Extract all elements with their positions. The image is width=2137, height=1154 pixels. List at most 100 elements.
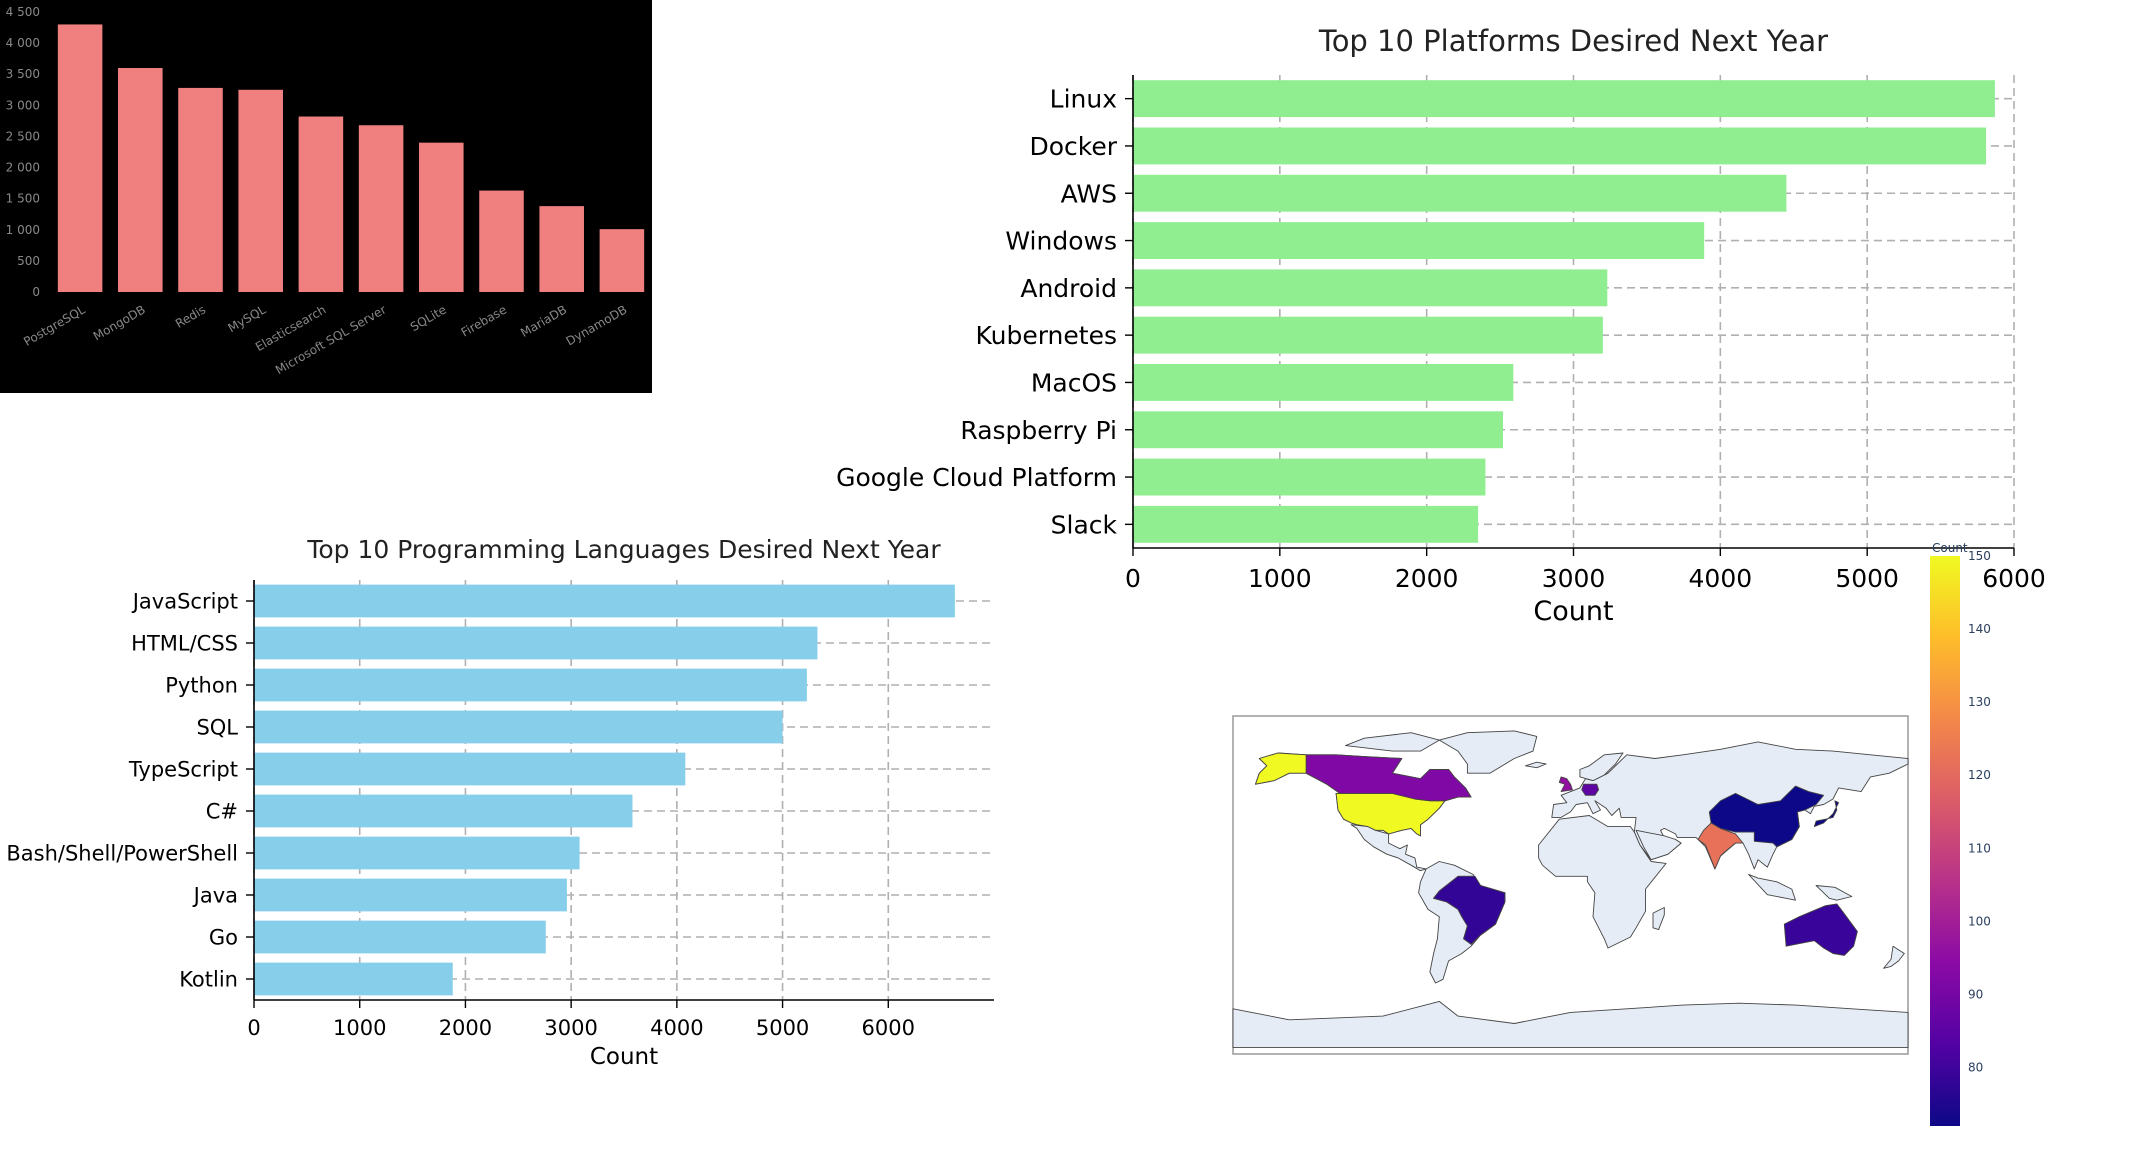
x-axis-label: Count bbox=[1533, 596, 1613, 627]
bar-firebase bbox=[479, 190, 524, 292]
bar-mariadb bbox=[539, 206, 584, 292]
y-tick-label: Windows bbox=[1005, 227, 1117, 256]
bar-macos bbox=[1133, 364, 1514, 401]
bar-elasticsearch bbox=[298, 116, 344, 293]
country-iceland bbox=[1525, 761, 1547, 769]
chart-title: Top 10 Programming Languages Desired Nex… bbox=[306, 535, 941, 564]
country-india bbox=[1697, 822, 1744, 870]
bar-sql bbox=[254, 710, 783, 744]
y-tick-label: Go bbox=[209, 926, 238, 950]
y-tick-label: 500 bbox=[17, 254, 40, 268]
y-tick-label: Kubernetes bbox=[975, 321, 1117, 350]
bar-windows bbox=[1133, 222, 1705, 259]
y-tick-label: 3 000 bbox=[6, 98, 40, 112]
bar-sqlite bbox=[419, 142, 464, 292]
y-tick-label: 1 500 bbox=[6, 192, 40, 206]
country-brazil bbox=[1433, 875, 1506, 945]
bar-python bbox=[254, 668, 807, 702]
y-tick-label: Slack bbox=[1051, 510, 1118, 539]
x-tick-label: 0 bbox=[247, 1016, 260, 1040]
country-germany bbox=[1581, 783, 1600, 796]
y-tick-label: 4 000 bbox=[6, 36, 40, 50]
country-japan bbox=[1813, 800, 1840, 828]
y-tick-label: Bash/Shell/PowerShell bbox=[6, 842, 238, 866]
bar-kubernetes bbox=[1133, 316, 1603, 354]
bar-javascript bbox=[254, 584, 955, 618]
country-new-guinea bbox=[1815, 885, 1853, 901]
bar-typescript bbox=[254, 752, 686, 786]
country-arabia bbox=[1635, 829, 1682, 861]
x-tick-label: 3000 bbox=[1542, 564, 1606, 593]
bar-java bbox=[254, 878, 567, 912]
colorbar-tick-label: 130 bbox=[1968, 695, 1991, 709]
x-tick-label: 6000 bbox=[1982, 564, 2046, 593]
y-tick-label: Docker bbox=[1029, 132, 1117, 161]
x-tick-label: 1000 bbox=[1248, 564, 1312, 593]
colorbar-tick-label: 100 bbox=[1968, 914, 1991, 928]
y-tick-label: 1 000 bbox=[6, 223, 40, 237]
y-tick-label: MacOS bbox=[1031, 368, 1117, 397]
x-tick-label: 4000 bbox=[650, 1016, 703, 1040]
y-tick-label: JavaScript bbox=[131, 590, 238, 614]
y-tick-label: Java bbox=[192, 884, 238, 908]
colorbar-tick-label: 90 bbox=[1968, 987, 1983, 1001]
y-tick-label: 2 000 bbox=[6, 161, 40, 175]
y-tick-label: AWS bbox=[1061, 179, 1117, 208]
colorbar-tick-label: 110 bbox=[1968, 841, 1991, 855]
colorbar-bar bbox=[1930, 556, 1960, 1126]
x-tick-label: 0 bbox=[1125, 564, 1141, 593]
y-tick-label: 3 500 bbox=[6, 67, 40, 81]
country-china bbox=[1708, 785, 1825, 848]
bar-linux bbox=[1133, 80, 1995, 118]
y-tick-label: HTML/CSS bbox=[131, 632, 238, 656]
x-tick-label: 4000 bbox=[1689, 564, 1753, 593]
x-tick-label: 1000 bbox=[333, 1016, 386, 1040]
languages-chart: JavaScript HTML/CSS Python SQL TypeScript C# B… bbox=[6, 535, 994, 1070]
country-arctic-islands bbox=[1345, 732, 1440, 752]
x-tick-label: 5000 bbox=[1835, 564, 1899, 593]
bar-google-cloud-platform bbox=[1133, 458, 1486, 496]
country-indonesia bbox=[1748, 873, 1796, 901]
platforms-chart: Linux Docker AWS Windows Android Kubernetes Ma… bbox=[836, 24, 2046, 627]
country-madagascar bbox=[1652, 907, 1665, 931]
bar-aws bbox=[1133, 174, 1787, 212]
bar-mongodb bbox=[118, 68, 163, 292]
y-tick-label: Raspberry Pi bbox=[960, 416, 1117, 445]
y-tick-label: 4 500 bbox=[6, 5, 40, 19]
y-tick-label: C# bbox=[206, 800, 238, 824]
bar-dynamodb bbox=[599, 229, 645, 292]
bar-bash-shell-powershell bbox=[254, 836, 580, 870]
y-tick-label: 0 bbox=[32, 285, 40, 299]
databases-chart: 0 500 1 000 1 500 2 000 2 500 3 000 3 500 4 000 4… bbox=[0, 0, 652, 393]
bar-redis bbox=[178, 87, 223, 293]
colorbar-tick-label: 120 bbox=[1968, 768, 1991, 782]
country-greenland bbox=[1438, 730, 1538, 774]
colorbar-tick-label: 150 bbox=[1968, 549, 1991, 563]
x-tick-label: 3000 bbox=[544, 1016, 597, 1040]
y-tick-label: Android bbox=[1020, 274, 1117, 303]
bar-docker bbox=[1133, 127, 1987, 165]
country-united-kingdom bbox=[1558, 776, 1573, 793]
y-tick-label: SQL bbox=[196, 716, 238, 740]
country-antarctica bbox=[1232, 1000, 1909, 1048]
y-tick-label: Kotlin bbox=[179, 968, 238, 992]
country-africa bbox=[1538, 815, 1667, 949]
bar-c bbox=[254, 794, 633, 828]
colorbar-tick-label: 140 bbox=[1968, 622, 1991, 636]
bar-postgresql bbox=[57, 24, 103, 292]
country-scandinavia bbox=[1579, 752, 1624, 782]
colorbar: Count 80 90 100 110 120 130 140 150 bbox=[1930, 541, 1991, 1126]
x-tick-label: 2000 bbox=[439, 1016, 492, 1040]
y-tick-label: Python bbox=[165, 674, 238, 698]
y-tick-label: Linux bbox=[1050, 85, 1117, 114]
colorbar-title: Count bbox=[1932, 541, 1968, 555]
country-australia bbox=[1783, 903, 1858, 956]
bar-raspberry-pi bbox=[1133, 411, 1504, 449]
country-united-states-alaska bbox=[1255, 752, 1307, 785]
bar-microsoft-sql-server bbox=[358, 125, 404, 292]
bar-html-css bbox=[254, 626, 818, 660]
bar-android bbox=[1133, 269, 1608, 307]
country-canada bbox=[1305, 754, 1472, 802]
x-tick-label: 2000 bbox=[1395, 564, 1459, 593]
